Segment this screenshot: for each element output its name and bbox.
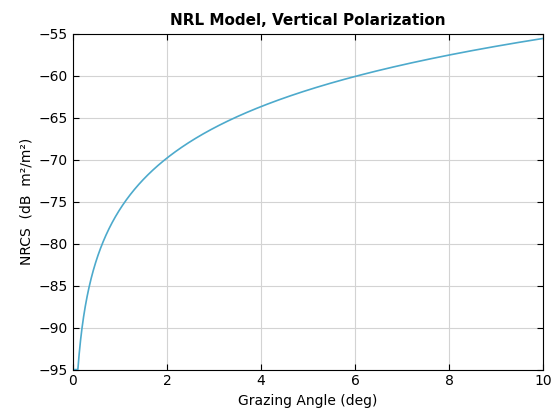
X-axis label: Grazing Angle (deg): Grazing Angle (deg) bbox=[239, 394, 377, 408]
Title: NRL Model, Vertical Polarization: NRL Model, Vertical Polarization bbox=[170, 13, 446, 28]
Y-axis label: NRCS  (dB  m²/m²): NRCS (dB m²/m²) bbox=[19, 138, 33, 265]
